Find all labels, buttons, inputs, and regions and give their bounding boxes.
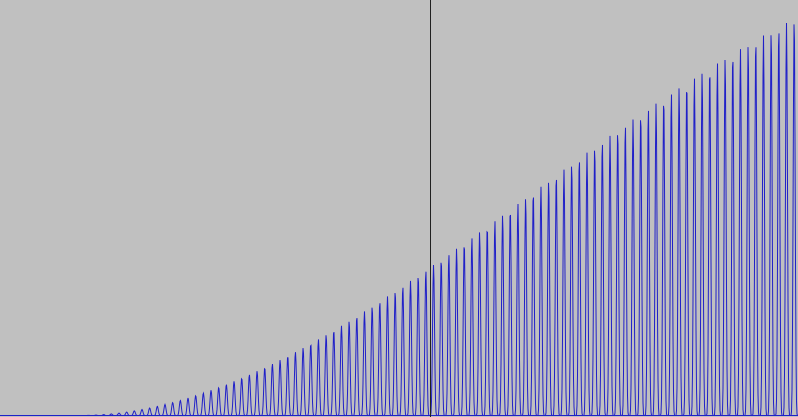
waveform-canvas[interactable]	[0, 0, 798, 417]
waveform-view[interactable]	[0, 0, 798, 417]
